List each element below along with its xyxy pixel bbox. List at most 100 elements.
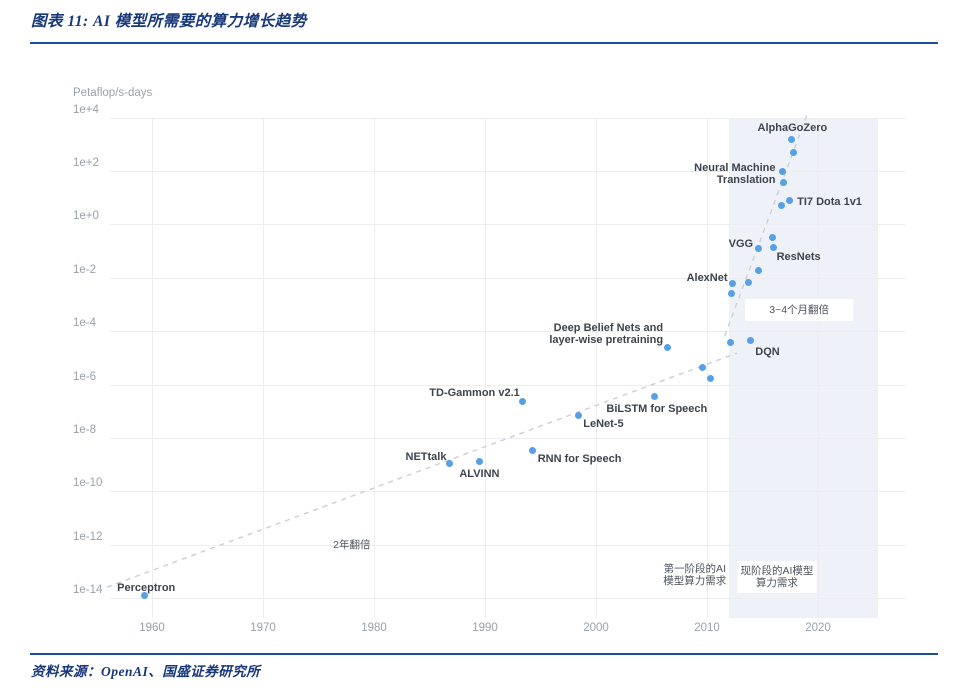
- y-gridline: [110, 331, 905, 333]
- y-gridline: [110, 277, 905, 279]
- data-point-data-point: [699, 364, 707, 372]
- annotation-line: 算力需求: [755, 577, 798, 589]
- point-label-alvinn: ALVINN: [459, 468, 499, 480]
- point-label-line: ALVINN: [459, 467, 500, 480]
- data-point-neural-machine-translation: [778, 168, 786, 176]
- title-divider: [30, 42, 938, 44]
- highlight-region-current-stage: [729, 117, 878, 618]
- point-label-line: ResNets: [776, 251, 821, 264]
- trend-2yr-doubling: [97, 352, 738, 592]
- point-label-ti7-dota-1v1: TI7 Dota 1v1: [797, 196, 862, 208]
- footer-divider: [30, 653, 938, 655]
- point-label-perceptron: Perceptron: [117, 582, 175, 594]
- point-label-deep-belief-nets-and-layer-wise-pretraining: Deep Belief Nets and layer-wise pretraini…: [549, 322, 663, 346]
- point-label-td-gammon-v2-1: TD-Gammon v2.1: [429, 387, 519, 399]
- x-tick-label: 1980: [361, 622, 387, 634]
- annotation-doubling-2yr: 2年翻倍: [333, 539, 370, 551]
- data-point-data-point: [727, 290, 735, 298]
- annotation-current-stage-demand: 现阶段的AI模型 算力需求: [737, 561, 817, 593]
- data-point-td-gammon-v2-1: [519, 397, 527, 405]
- point-label-neural-machine-translation: Neural Machine Translation: [694, 162, 775, 186]
- point-label-line: NETtalk: [405, 451, 447, 464]
- y-tick-label: 1e-4: [73, 317, 97, 330]
- point-label-line: TD-Gammon v2.1: [429, 387, 520, 400]
- x-tick-label: 2010: [694, 622, 720, 634]
- point-label-dqn: DQN: [755, 346, 779, 358]
- annotation-line: 3~4个月翻倍: [769, 304, 830, 316]
- point-label-bilstm-for-speech: BiLSTM for Speech: [606, 403, 707, 415]
- x-tick-label: 2000: [583, 622, 609, 634]
- point-label-resnets: ResNets: [777, 251, 821, 263]
- data-point-deep-belief-nets-and-layer-wise-pretraining: [663, 343, 671, 351]
- x-tick-label: 1960: [139, 622, 165, 634]
- x-tick-label: 1970: [250, 622, 276, 634]
- point-label-line: RNN for Speech: [537, 453, 622, 466]
- source-note: 资料来源：OpenAI、国盛证券研究所: [31, 664, 261, 679]
- annotation-doubling-3-4mo: 3~4个月翻倍: [745, 299, 854, 321]
- x-tick-label: 2020: [805, 622, 831, 634]
- annotation-line: 2年翻倍: [333, 538, 371, 551]
- data-point-data-point: [754, 266, 762, 274]
- y-gridline: [110, 384, 905, 386]
- data-point-dqn: [746, 336, 754, 344]
- data-point-vgg: [754, 245, 762, 253]
- point-label-line: Translation: [716, 173, 776, 186]
- data-point-data-point: [768, 234, 776, 242]
- annotation-line: 现阶段的AI模型: [740, 565, 814, 577]
- data-point-nettalk: [445, 459, 453, 467]
- data-point-lenet-5: [574, 411, 582, 419]
- data-point-alexnet: [729, 279, 737, 287]
- y-tick-label: 1e+4: [73, 103, 99, 116]
- point-label-line: AlexNet: [686, 272, 728, 285]
- point-label-line: Deep Belief Nets and: [553, 322, 664, 335]
- y-gridline: [110, 170, 905, 172]
- data-point-ti7-dota-1v1: [785, 196, 793, 204]
- data-point-data-point: [777, 201, 785, 209]
- data-point-rnn-for-speech: [529, 446, 537, 454]
- x-gridline: [263, 117, 264, 618]
- point-label-line: Perceptron: [117, 581, 176, 594]
- x-gridline: [485, 117, 486, 618]
- data-point-resnets: [770, 243, 778, 251]
- data-point-data-point: [790, 149, 798, 157]
- point-label-line: Neural Machine: [694, 161, 776, 174]
- data-point-bilstm-for-speech: [651, 392, 659, 400]
- annotation-line: 第一阶段的AI: [663, 562, 726, 575]
- point-label-nettalk: NETtalk: [406, 451, 447, 463]
- x-gridline: [374, 117, 375, 618]
- point-label-rnn-for-speech: RNN for Speech: [538, 453, 622, 465]
- point-label-alexnet: AlexNet: [687, 272, 728, 284]
- y-axis-title: Petaflop/s-days: [73, 87, 153, 99]
- x-gridline: [707, 117, 708, 618]
- point-label-line: LeNet-5: [583, 418, 624, 430]
- point-label-line: BiLSTM for Speech: [606, 403, 708, 416]
- page-title: 图表 11: AI 模型所需要的算力增长趋势: [31, 13, 307, 30]
- data-point-data-point: [726, 338, 734, 346]
- y-gridline: [110, 117, 905, 119]
- x-gridline: [596, 117, 597, 618]
- data-point-data-point: [780, 178, 788, 186]
- x-tick-label: 1990: [472, 622, 498, 634]
- y-gridline: [110, 544, 905, 546]
- point-label-line: TI7 Dota 1v1: [797, 196, 862, 209]
- y-tick-label: 1e-8: [73, 423, 97, 436]
- y-gridline: [110, 598, 905, 600]
- data-point-data-point: [706, 374, 714, 382]
- data-point-alphagozero: [787, 136, 795, 144]
- data-point-data-point: [744, 278, 752, 286]
- data-point-perceptron: [140, 592, 148, 600]
- y-gridline: [110, 491, 905, 493]
- y-tick-label: 1e-2: [73, 263, 97, 276]
- point-label-vgg: VGG: [729, 238, 753, 250]
- y-tick-label: 1e+0: [73, 210, 99, 223]
- annotation-line: 模型算力需求: [663, 574, 727, 587]
- x-gridline: [818, 117, 819, 618]
- point-label-line: DQN: [755, 346, 780, 359]
- data-point-alvinn: [475, 458, 483, 466]
- x-gridline: [152, 117, 153, 618]
- point-label-alphagozero: AlphaGoZero: [758, 122, 828, 134]
- y-gridline: [110, 224, 905, 226]
- y-tick-label: 1e-10: [73, 477, 103, 490]
